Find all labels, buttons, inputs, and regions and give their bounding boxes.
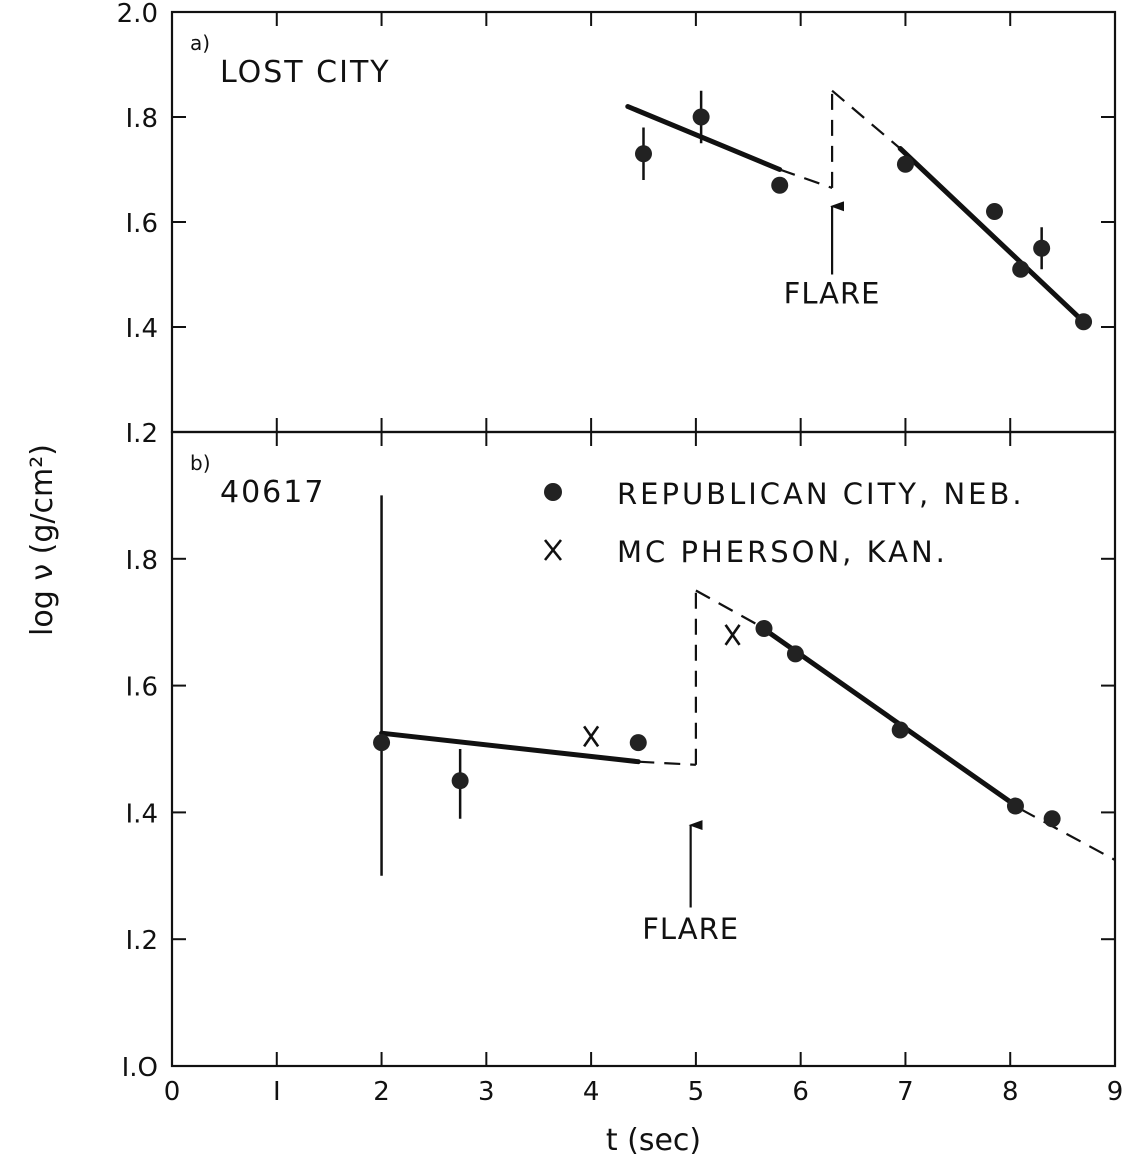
x-tick-label: 4 [583, 1077, 600, 1107]
x-axis-title: t (sec) [606, 1123, 701, 1158]
axes-frames [170, 10, 1117, 1068]
panel-a-fit-line-dashed [779, 168, 833, 189]
x-tick-label: 8 [1002, 1077, 1019, 1107]
legend-marker-dot [544, 483, 562, 501]
panel-b-letter: b) [190, 451, 211, 475]
data-points [373, 90, 1093, 876]
panel-b-data-point [629, 734, 647, 752]
panel-b-fit-line-dashed [695, 589, 760, 627]
panel-b-fit-line-dashed [1020, 808, 1116, 861]
panel-a-y-tick-label: I.2 [126, 419, 158, 449]
panel-a-data-point [771, 176, 789, 194]
legend-marker-x [543, 539, 563, 561]
panel-b-y-tick-label: I.4 [126, 799, 158, 829]
panel-b-title: 40617 [220, 475, 325, 510]
panel-a-y-tick-label: I.6 [126, 209, 158, 239]
x-tick-label: 2 [373, 1077, 390, 1107]
panel-a-fit-line-solid [897, 146, 1087, 325]
x-marker-stroke [724, 624, 741, 646]
legend-entry-label: MC PHERSON, KAN. [617, 535, 948, 569]
x-tick-label: 0 [164, 1077, 181, 1107]
panel-b-frame [170, 430, 1117, 1068]
panel-a-data-point [635, 145, 652, 163]
x-marker-stroke [583, 725, 600, 748]
panel-b-data-point-x [724, 624, 741, 646]
panel-a-fit-line-solid [625, 104, 783, 172]
panel-a-y-tick-label: I.4 [126, 314, 158, 344]
panel-b-y-tick-label: I.8 [126, 546, 158, 576]
panel-a-letter: a) [190, 31, 210, 55]
panel-b-data-point [1006, 797, 1024, 815]
y-axis-title: log ν (g/cm²) [25, 444, 60, 636]
panel-b-data-point [1043, 810, 1061, 828]
panel-a-flare-label: FLARE [784, 276, 881, 310]
panel-b-data-point [373, 734, 391, 752]
chart-text: I.2 I.4 I.6 I.8 2.0 a) LOST CITY FLARE I.O I.2 I.4… [25, 0, 1123, 1158]
panel-b-y-tick-label: I.2 [126, 926, 158, 956]
panel-a-data-point [896, 155, 914, 173]
x-marker-stroke [543, 539, 563, 561]
x-tick-label: I [273, 1077, 281, 1107]
panel-b-data-point [786, 645, 804, 663]
panel-a-data-point [1075, 313, 1093, 331]
panel-b-data-point [891, 721, 909, 739]
x-tick-label: 5 [688, 1077, 705, 1107]
x-tick-label: 7 [897, 1077, 914, 1107]
panel-a-y-tick-label: I.8 [126, 104, 158, 134]
panel-b-fit-line-solid [379, 730, 641, 765]
panel-a-data-point [692, 108, 710, 126]
panel-b-fit-line-dashed [638, 760, 696, 766]
panel-b-data-point-x [583, 725, 600, 748]
legend-entry-label: REPUBLICAN CITY, NEB. [617, 477, 1025, 511]
panel-b-y-tick-label: I.6 [126, 673, 158, 703]
panel-b-y-tick-label: I.O [122, 1053, 158, 1083]
x-tick-label: 3 [478, 1077, 495, 1107]
panel-b-data-point [451, 772, 469, 790]
panel-a-data-point [1012, 260, 1030, 278]
panel-a-fit-line-dashed [831, 89, 901, 150]
panel-a-title: LOST CITY [220, 55, 391, 90]
panel-a-data-point [1033, 239, 1051, 257]
panel-b-flare-label: FLARE [642, 912, 739, 946]
panel-a-data-point [986, 203, 1004, 220]
x-tick-label: 6 [792, 1077, 809, 1107]
panel-a-y-tick-label: 2.0 [117, 0, 158, 29]
x-tick-label: 9 [1107, 1077, 1124, 1107]
panel-b-data-point [755, 620, 773, 638]
